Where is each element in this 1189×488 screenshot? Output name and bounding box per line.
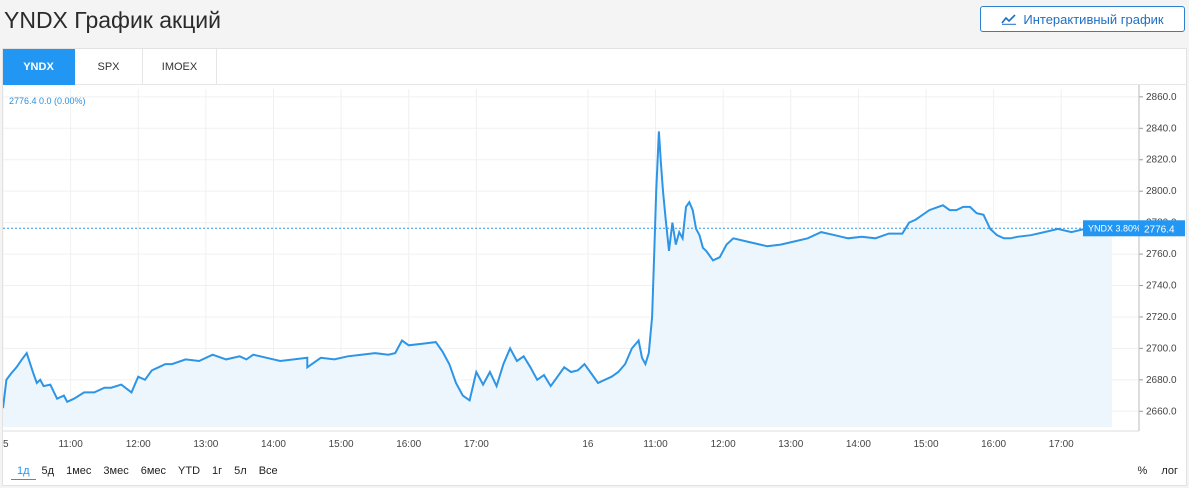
range-button[interactable]: 5д (41, 465, 55, 477)
chart-widget: YNDX SPX IMOEX 2660.0 2680.0 2700.0 2720.0 2… (2, 48, 1187, 486)
y-tick-label: 2720.0 (1146, 312, 1177, 323)
price-area (3, 131, 1112, 427)
x-tick-label: 5 (3, 439, 9, 450)
y-tick-label: 2660.0 (1146, 406, 1177, 417)
range-button[interactable]: YTD (178, 465, 201, 477)
range-button[interactable]: 1д (11, 463, 36, 480)
tabs-divider (217, 84, 1186, 85)
x-tick-label: 13:00 (778, 439, 803, 450)
x-tick-label: 13:00 (193, 439, 218, 450)
y-tick-label: 2800.0 (1146, 186, 1177, 197)
x-tick-label: 14:00 (846, 439, 871, 450)
y-axis: 2660.02680.02700.02720.02740.02760.02780… (1138, 85, 1177, 431)
x-tick-label: 12:00 (126, 439, 151, 450)
tab-yndx[interactable]: YNDX (3, 49, 75, 85)
chart-legend: 2776.4 0.0 (0.00%) (9, 96, 86, 106)
x-axis: 5 11:00 12:00 13:00 14:00 15:00 16:00 17:00 16 11… (3, 430, 1139, 450)
x-tick-label: 15:00 (329, 439, 354, 450)
x-tick-label: 16 (582, 439, 594, 450)
y-tick-label: 2700.0 (1146, 343, 1177, 354)
percent-scale-button[interactable]: % (1137, 465, 1148, 477)
y-tick-label: 2740.0 (1146, 281, 1177, 292)
x-tick-label: 17:00 (1049, 439, 1074, 450)
price-label-ticker: YNDX 3.80% (1088, 223, 1141, 233)
page-title: YNDX График акций (4, 7, 221, 33)
x-tick-label: 16:00 (981, 439, 1006, 450)
x-tick-label: 11:00 (58, 439, 83, 450)
interactive-chart-label: Интерактивный график (1023, 11, 1164, 27)
price-chart[interactable]: 2660.02680.02700.02720.02740.02760.02780… (3, 49, 1186, 459)
x-tick-label: 17:00 (464, 439, 489, 450)
tab-imoex[interactable]: IMOEX (143, 49, 217, 85)
range-button[interactable]: 3мес (103, 465, 129, 477)
price-line (3, 131, 1113, 409)
tab-spx[interactable]: SPX (75, 49, 143, 85)
price-label-value: 2776.4 (1144, 224, 1175, 235)
price-label: YNDX 3.80% 2776.4 (1083, 220, 1185, 237)
x-tick-label: 16:00 (396, 439, 421, 450)
chart-line-icon (1001, 14, 1017, 25)
range-button[interactable]: 1мес (66, 465, 92, 477)
y-tick-label: 2860.0 (1146, 92, 1177, 103)
x-tick-label: 14:00 (261, 439, 286, 450)
y-tick-label: 2820.0 (1146, 155, 1177, 166)
range-button[interactable]: 6мес (140, 465, 167, 477)
y-tick-label: 2760.0 (1146, 249, 1177, 260)
y-tick-label: 2680.0 (1146, 375, 1177, 386)
range-selector: 1д 5д 1мес 3мес 6мес YTD 1г 5л Все (11, 463, 284, 480)
range-button[interactable]: 5л (234, 465, 247, 477)
scale-buttons: % лог (1138, 463, 1178, 479)
log-scale-button[interactable]: лог (1161, 465, 1178, 477)
range-button[interactable]: Все (258, 465, 278, 477)
range-button[interactable]: 1г (212, 465, 223, 477)
x-tick-label: 12:00 (711, 439, 736, 450)
interactive-chart-button[interactable]: Интерактивный график (980, 6, 1185, 32)
x-tick-label: 11:00 (643, 439, 668, 450)
y-tick-label: 2840.0 (1146, 123, 1177, 134)
ticker-tabs: YNDX SPX IMOEX (3, 49, 217, 85)
x-tick-label: 15:00 (913, 439, 938, 450)
